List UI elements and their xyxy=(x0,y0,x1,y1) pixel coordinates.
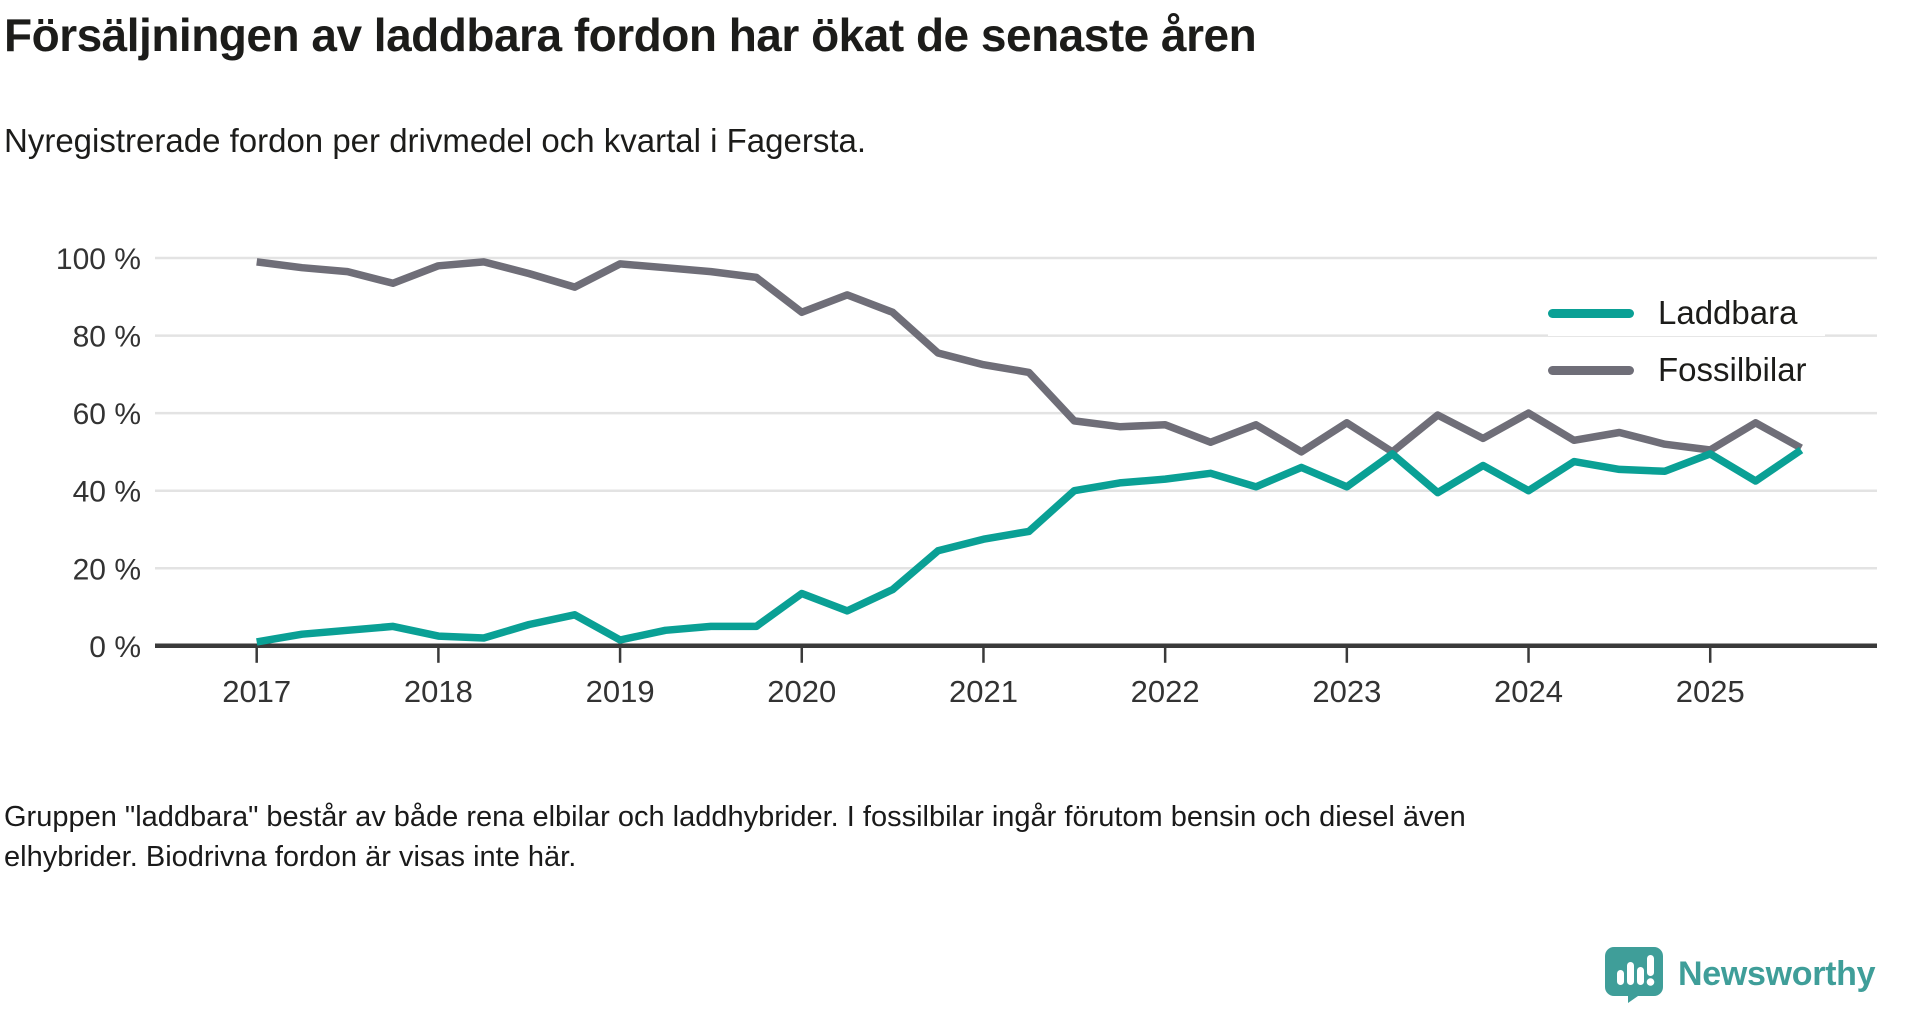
x-tick-label: 2024 xyxy=(1494,674,1563,709)
legend-item-fossilbilar: Fossilbilar xyxy=(1548,347,1825,393)
x-tick-label: 2021 xyxy=(949,674,1018,709)
legend-item-laddbara: Laddbara xyxy=(1548,290,1825,336)
legend-label-fossilbilar: Fossilbilar xyxy=(1658,351,1807,388)
newsworthy-bubble-icon xyxy=(1605,947,1663,1003)
x-tick-label: 2020 xyxy=(767,674,836,709)
chart-subtitle: Nyregistrerade fordon per drivmedel och … xyxy=(4,122,867,159)
fossilbilar-line-swatch xyxy=(1548,365,1634,375)
x-tick-label: 2017 xyxy=(222,674,291,709)
page-title: Försäljningen av laddbara fordon har öka… xyxy=(4,9,1257,61)
y-tick-label: 20 % xyxy=(73,553,141,586)
y-tick-label: 100 % xyxy=(56,243,141,276)
y-tick-label: 80 % xyxy=(73,321,141,354)
y-tick-label: 60 % xyxy=(73,398,141,431)
line-chart: 0 % 20 % 40 % 60 % 80 % 100 % 2017 2018 2019 2020… xyxy=(56,243,1877,709)
chart-footnote: Gruppen "laddbara" består av både rena e… xyxy=(4,801,1466,874)
y-tick-label: 40 % xyxy=(73,476,141,509)
newsworthy-wordmark: Newsworthy xyxy=(1678,955,1876,993)
chart-area: 0 % 20 % 40 % 60 % 80 % 100 % 2017 2018 2019 2020… xyxy=(56,243,1877,709)
series-line-fossilbilar xyxy=(256,258,1803,456)
newsworthy-logo: Newsworthy xyxy=(1604,946,1876,1003)
series-line-laddbara xyxy=(256,446,1804,646)
chart-legend: Laddbara Fossilbilar xyxy=(1548,290,1825,393)
legend-label-laddbara: Laddbara xyxy=(1658,294,1798,331)
laddbara-line-swatch xyxy=(1548,308,1634,318)
x-tick-label: 2023 xyxy=(1312,674,1381,709)
y-tick-label: 0 % xyxy=(89,631,141,664)
x-tick-label: 2022 xyxy=(1131,674,1200,709)
x-tick-label: 2018 xyxy=(404,674,473,709)
x-tick-label: 2025 xyxy=(1676,674,1745,709)
x-tick-label: 2019 xyxy=(586,674,655,709)
